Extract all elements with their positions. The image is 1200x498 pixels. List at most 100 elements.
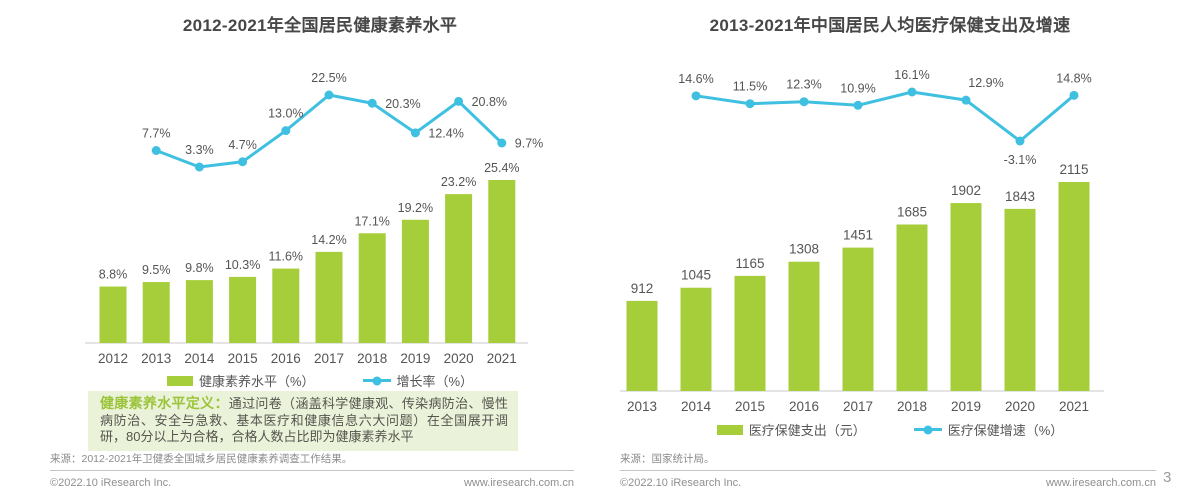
line-point (745, 99, 755, 109)
legend-item-line: 增长率（%） (362, 371, 473, 390)
bar (1004, 208, 1036, 391)
line-point (454, 96, 464, 106)
line-point (799, 97, 809, 107)
website-link[interactable]: www.iresearch.com.cn (1045, 477, 1156, 489)
x-axis-tick-label: 2013 (627, 399, 657, 414)
bar-value-label: 10.3% (225, 258, 260, 272)
divider (50, 470, 574, 471)
bar-value-label: 1843 (1005, 189, 1035, 204)
line-value-label: 9.7% (515, 137, 544, 151)
healthcare-expenditure-chart: 912 2013 1045 2014 1165 2015 1308 2016 1451 2017 1… (620, 68, 1104, 414)
bar-value-label: 912 (631, 281, 654, 296)
line-point (281, 126, 291, 136)
bar-value-label: 9.5% (142, 263, 171, 277)
line-point (194, 162, 204, 172)
line-point (151, 146, 161, 155)
line-value-label: 14.8% (1056, 71, 1091, 85)
line-point (497, 138, 507, 148)
line-value-label: 7.7% (142, 127, 171, 141)
line-value-label: 12.3% (786, 78, 821, 92)
line-value-label: 4.7% (228, 138, 257, 152)
bar (488, 180, 516, 343)
line-value-label: 20.3% (385, 97, 420, 111)
divider (620, 470, 1156, 471)
legend-item-bar: 医疗保健支出（元） (716, 420, 866, 439)
line-value-label: 13.0% (268, 107, 303, 121)
footer: ©2022.10 iResearch Inc. www.iresearch.co… (50, 477, 574, 489)
line-value-label: 12.4% (428, 126, 463, 140)
copyright: ©2022.10 iResearch Inc. (50, 477, 172, 489)
bar (1058, 182, 1090, 391)
line-swatch-icon (362, 376, 391, 385)
line-point (1015, 136, 1025, 146)
bar-value-label: 2115 (1059, 162, 1088, 177)
legend-label-bar: 医疗保健支出（元） (748, 423, 866, 438)
x-axis-tick-label: 2019 (400, 351, 430, 366)
bar (626, 300, 658, 391)
line-value-label: -3.1% (1004, 153, 1037, 167)
bar (788, 261, 820, 391)
legend: 医疗保健支出（元） 医疗保健增速（%） (620, 420, 1160, 439)
legend-item-line: 医疗保健增速（%） (913, 420, 1064, 439)
bar-value-label: 19.2% (398, 201, 433, 215)
bar (896, 224, 928, 391)
line-point (367, 98, 377, 108)
line-point (691, 91, 701, 101)
bar (99, 286, 127, 343)
line-value-label: 22.5% (311, 71, 346, 85)
definition-body: 通过问卷（涵盖科学健康观、传染病防治、慢性病防治、安全与急救、基本医疗和健康信息… (100, 396, 508, 444)
panel-health-literacy: 2012-2021年全国居民健康素养水平 8.8% 2012 9.5% 2013 9.8… (50, 0, 590, 498)
x-axis-tick-label: 2019 (951, 399, 981, 414)
line-value-label: 16.1% (894, 68, 929, 82)
growth-line (694, 90, 1076, 143)
line-swatch-icon (913, 425, 942, 434)
line-value-label: 12.9% (968, 76, 1003, 90)
definition-box: 健康素养水平定义：通过问卷（涵盖科学健康观、传染病防治、慢性病防治、安全与急救、… (88, 391, 518, 451)
bar-value-label: 17.1% (354, 214, 389, 228)
bar-value-label: 1308 (789, 242, 819, 257)
source-note: 来源：国家统计局。 (620, 453, 715, 465)
x-axis-tick-label: 2015 (228, 351, 258, 366)
legend-label-line: 医疗保健增速（%） (947, 423, 1064, 438)
line-point (907, 87, 917, 97)
source-note: 来源：2012-2021年卫健委全国城乡居民健康素养调查工作结果。 (50, 453, 353, 465)
line-value-label: 20.8% (472, 95, 507, 109)
chart-title: 2012-2021年全国居民健康素养水平 (182, 16, 458, 35)
bar-value-label: 1165 (735, 256, 764, 271)
bar-value-label: 14.2% (311, 233, 346, 247)
website-link[interactable]: www.iresearch.com.cn (463, 477, 574, 489)
x-axis-tick-label: 2020 (444, 351, 474, 366)
bar-swatch-icon (716, 424, 743, 435)
x-axis-tick-label: 2016 (789, 399, 819, 414)
bar-swatch-icon (166, 375, 193, 386)
line-point (238, 157, 248, 167)
line-value-label: 3.3% (185, 143, 214, 157)
line-point (1069, 90, 1079, 100)
line-point (324, 90, 334, 100)
definition-title: 健康素养水平定义： (100, 395, 229, 411)
health-literacy-chart: 8.8% 2012 9.5% 2013 9.8% 2014 10.3% 2015 11.6% 20… (85, 71, 544, 366)
copyright: ©2022.10 iResearch Inc. (620, 477, 742, 489)
bar (142, 282, 170, 343)
x-axis-tick-label: 2013 (141, 351, 171, 366)
bar-value-label: 1045 (681, 268, 711, 283)
bar (272, 268, 300, 343)
x-axis-tick-label: 2016 (271, 351, 301, 366)
bar-value-label: 1902 (951, 183, 981, 198)
x-axis-tick-label: 2012 (98, 351, 128, 366)
x-axis-tick-label: 2021 (487, 351, 517, 366)
x-axis-tick-label: 2014 (681, 399, 712, 414)
legend: 健康素养水平（%） 增长率（%） (50, 371, 590, 390)
x-axis-tick-label: 2015 (735, 399, 765, 414)
chart-title: 2013-2021年中国居民人均医疗保健支出及增速 (709, 16, 1071, 35)
bar (842, 247, 874, 391)
bar-value-label: 25.4% (484, 161, 519, 175)
bar (185, 280, 213, 343)
bar (401, 219, 429, 343)
bar-value-label: 23.2% (441, 175, 476, 189)
bar (229, 276, 257, 343)
bar (358, 233, 386, 343)
footer: ©2022.10 iResearch Inc. www.iresearch.co… (620, 477, 1156, 489)
line-value-label: 14.6% (678, 72, 713, 86)
x-axis-tick-label: 2014 (184, 351, 215, 366)
